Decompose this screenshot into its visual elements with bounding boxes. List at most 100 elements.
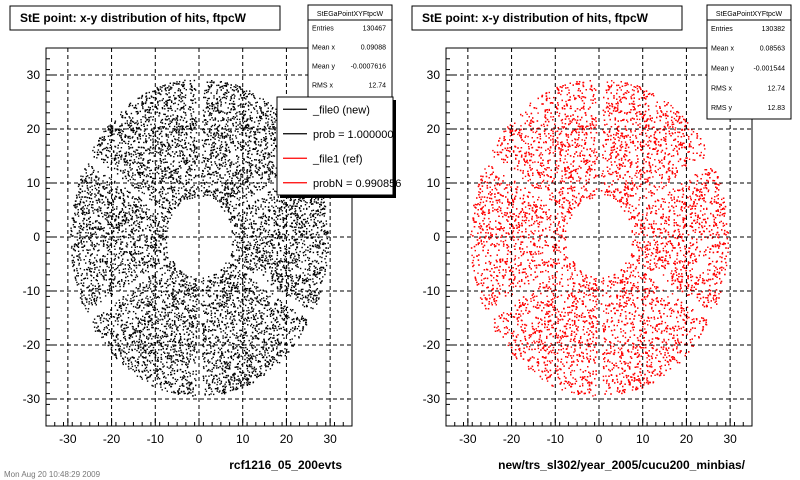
scatter-point (295, 264, 297, 267)
scatter-point (227, 365, 229, 367)
scatter-point (124, 216, 126, 218)
scatter-point (96, 254, 98, 256)
scatter-point (182, 183, 184, 185)
scatter-point (262, 254, 264, 257)
scatter-point (315, 240, 317, 243)
scatter-point (162, 366, 164, 368)
scatter-point (241, 254, 244, 256)
scatter-point (181, 131, 184, 133)
scatter-point (190, 86, 193, 88)
scatter-point (126, 244, 129, 246)
scatter-point (142, 291, 144, 294)
scatter-point (127, 264, 129, 266)
scatter-point (206, 380, 208, 382)
scatter-point (139, 246, 141, 248)
scatter-point (127, 268, 130, 270)
scatter-point (169, 327, 171, 329)
scatter-point (264, 172, 266, 174)
scatter-point (255, 282, 258, 284)
scatter-point (162, 177, 164, 179)
scatter-point (220, 177, 223, 179)
scatter-point (135, 104, 137, 106)
scatter-point (268, 255, 270, 257)
scatter-point (225, 385, 227, 388)
scatter-point (261, 254, 263, 256)
scatter-point (308, 267, 310, 270)
scatter-point (259, 232, 262, 234)
scatter-point (187, 307, 189, 310)
scatter-point (248, 375, 251, 377)
scatter-point (119, 283, 121, 285)
scatter-point (215, 273, 217, 276)
scatter-point (164, 282, 166, 285)
scatter-point (177, 128, 179, 130)
scatter-point (186, 376, 189, 378)
scatter-point (160, 119, 163, 122)
scatter-point (211, 381, 214, 384)
scatter-point (268, 308, 271, 311)
scatter-point (238, 185, 241, 187)
scatter-point (231, 251, 234, 253)
scatter-point (126, 353, 128, 355)
scatter-point (127, 360, 130, 362)
scatter-point (272, 324, 274, 327)
scatter-point (211, 320, 214, 322)
scatter-point (138, 201, 140, 203)
scatter-point (182, 157, 184, 159)
scatter-point (185, 137, 187, 139)
scatter-point (277, 343, 280, 345)
scatter-point (255, 298, 258, 300)
scatter-point (142, 272, 145, 274)
scatter-point (276, 321, 278, 324)
scatter-point (146, 238, 148, 240)
scatter-point (302, 278, 304, 280)
scatter-point (242, 192, 244, 194)
scatter-point (76, 197, 78, 199)
scatter-point (141, 172, 143, 174)
scatter-point (268, 191, 271, 194)
scatter-point (214, 320, 216, 322)
scatter-point (223, 118, 225, 120)
scatter-point (100, 300, 102, 303)
scatter-point (256, 171, 259, 173)
scatter-point (107, 249, 109, 252)
scatter-point (160, 294, 163, 297)
scatter-point (217, 367, 220, 369)
scatter-point (258, 360, 260, 362)
scatter-point (234, 224, 236, 227)
scatter-point (116, 173, 119, 175)
scatter-point (203, 345, 205, 348)
scatter-point (246, 296, 248, 298)
scatter-point (76, 206, 78, 208)
scatter-point (261, 187, 264, 190)
scatter-point (206, 121, 209, 123)
scatter-point (189, 109, 191, 111)
scatter-point (157, 143, 159, 145)
scatter-point (123, 360, 125, 363)
scatter-point (294, 293, 296, 295)
scatter-point (117, 320, 119, 322)
scatter-point (78, 230, 81, 232)
scatter-point (294, 326, 297, 328)
scatter-point (211, 370, 213, 373)
scatter-point (71, 235, 73, 237)
scatter-point (248, 288, 251, 290)
scatter-point (151, 234, 153, 236)
scatter-point (291, 282, 293, 284)
scatter-point (184, 96, 187, 99)
scatter-point (174, 92, 176, 94)
scatter-point (165, 242, 168, 244)
scatter-point (283, 258, 286, 260)
scatter-point (233, 191, 235, 193)
scatter-point (156, 229, 158, 232)
scatter-point (155, 351, 157, 353)
scatter-point (211, 358, 213, 360)
scatter-point (271, 234, 273, 236)
scatter-point (137, 288, 139, 290)
scatter-point (274, 211, 277, 213)
scatter-point (114, 121, 116, 124)
scatter-point (188, 284, 190, 287)
scatter-point (226, 293, 228, 295)
scatter-point (269, 359, 271, 361)
scatter-point (117, 144, 119, 147)
